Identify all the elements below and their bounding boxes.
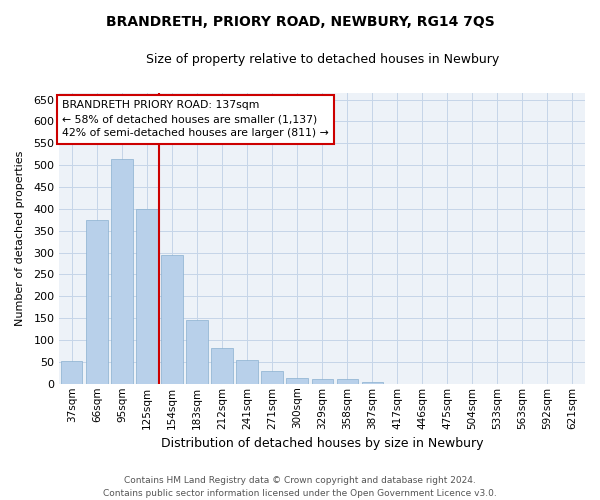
Bar: [211, 348, 233, 384]
Title: Size of property relative to detached houses in Newbury: Size of property relative to detached ho…: [146, 52, 499, 66]
Bar: [111, 158, 133, 384]
Bar: [236, 360, 258, 384]
X-axis label: Distribution of detached houses by size in Newbury: Distribution of detached houses by size …: [161, 437, 484, 450]
Bar: [187, 320, 208, 384]
Bar: [161, 255, 182, 384]
Bar: [337, 380, 358, 384]
Bar: [311, 378, 333, 384]
Text: BRANDRETH, PRIORY ROAD, NEWBURY, RG14 7QS: BRANDRETH, PRIORY ROAD, NEWBURY, RG14 7Q…: [106, 15, 494, 29]
Text: BRANDRETH PRIORY ROAD: 137sqm
← 58% of detached houses are smaller (1,137)
42% o: BRANDRETH PRIORY ROAD: 137sqm ← 58% of d…: [62, 100, 329, 138]
Bar: [61, 361, 82, 384]
Bar: [136, 209, 158, 384]
Bar: [86, 220, 107, 384]
Bar: [286, 378, 308, 384]
Bar: [362, 382, 383, 384]
Bar: [262, 370, 283, 384]
Text: Contains HM Land Registry data © Crown copyright and database right 2024.
Contai: Contains HM Land Registry data © Crown c…: [103, 476, 497, 498]
Y-axis label: Number of detached properties: Number of detached properties: [15, 150, 25, 326]
